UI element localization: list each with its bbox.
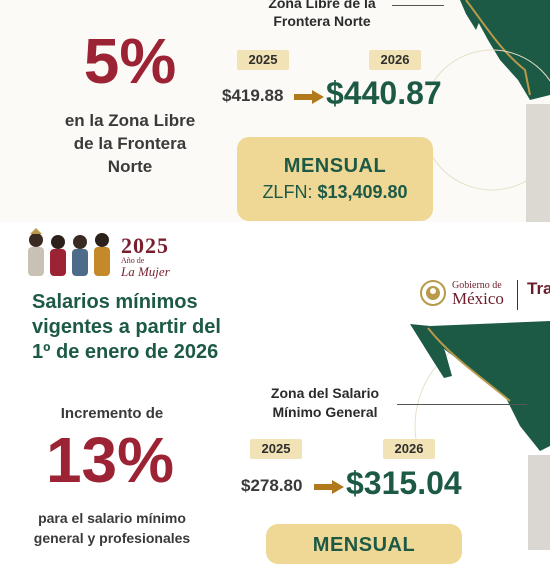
new-value: $440.87 bbox=[326, 75, 442, 111]
zone-label-line2: Frontera Norte bbox=[273, 13, 371, 29]
old-value: $419.88 bbox=[222, 86, 284, 105]
mujer-sub-line2: La Mujer bbox=[121, 264, 170, 279]
women-illustration-icon bbox=[28, 228, 110, 276]
headline-line2: vigentes a partir del bbox=[32, 316, 221, 338]
caption-line1: en la Zona Libre bbox=[64, 111, 196, 130]
mujer-sub-line1: Año de bbox=[121, 256, 145, 265]
mujer-subtitle: Año de La Mujer bbox=[121, 256, 181, 279]
zone-label: Zona Libre de la Frontera Norte bbox=[262, 0, 382, 30]
zone-label-line2: Mínimo General bbox=[272, 404, 378, 420]
caption-line3: Norte bbox=[107, 157, 153, 176]
caption-line1: para el salario mínimo bbox=[38, 510, 186, 526]
old-value: $278.80 bbox=[241, 476, 303, 495]
new-value: $315.04 bbox=[346, 465, 462, 501]
gob-line1: Gobierno de bbox=[452, 280, 502, 291]
headline-line3: 1º de enero de 2026 bbox=[32, 341, 219, 363]
increase-label: Incremento de bbox=[60, 405, 164, 422]
photo-thumbnail bbox=[528, 455, 550, 550]
percent-value: 13% bbox=[45, 424, 175, 496]
percent-value: 5% bbox=[83, 25, 177, 97]
mujer-year: 2025 bbox=[121, 233, 169, 258]
monthly-amount: ZLFN: $13,409.80 bbox=[237, 182, 433, 203]
percent-caption: para el salario mínimo general y profesi… bbox=[12, 508, 212, 548]
caption-line2: de la Frontera bbox=[73, 134, 187, 153]
header-divider bbox=[517, 280, 518, 310]
zone-label-line1: Zona Libre de la bbox=[268, 0, 376, 11]
arrow-right-icon bbox=[294, 90, 324, 104]
gob-line2: México bbox=[452, 289, 504, 308]
year-old-chip: 2025 bbox=[250, 439, 302, 459]
monthly-box: MENSUAL bbox=[266, 524, 462, 564]
zone-label: Zona del Salario Mínimo General bbox=[255, 384, 395, 422]
headline: Salarios mínimos vigentes a partir del 1… bbox=[32, 290, 292, 365]
year-new-chip: 2026 bbox=[369, 50, 421, 70]
coat-of-arms-icon bbox=[420, 280, 446, 306]
mexico-map-icon bbox=[410, 321, 550, 456]
monthly-box: MENSUAL ZLFN: $13,409.80 bbox=[237, 137, 433, 221]
year-old-chip: 2025 bbox=[237, 50, 289, 70]
leader-line bbox=[392, 5, 444, 6]
monthly-prefix: ZLFN: bbox=[262, 182, 318, 202]
leader-line bbox=[397, 404, 527, 405]
photo-thumbnail bbox=[526, 104, 550, 222]
monthly-value: $13,409.80 bbox=[317, 182, 408, 202]
headline-line1: Salarios mínimos bbox=[32, 291, 198, 313]
mexico-map-icon bbox=[430, 0, 550, 191]
arrow-right-icon bbox=[314, 480, 344, 494]
ministry-name-partial: Tra bbox=[527, 279, 550, 298]
top-panel: Zona Libre de la Frontera Norte 5% en la… bbox=[0, 0, 550, 222]
caption-line2: general y profesionales bbox=[33, 530, 191, 546]
zone-label-line1: Zona del Salario bbox=[270, 385, 380, 401]
year-new-chip: 2026 bbox=[383, 439, 435, 459]
monthly-title: MENSUAL bbox=[312, 534, 416, 556]
percent-caption: en la Zona Libre de la Frontera Norte bbox=[30, 109, 230, 178]
monthly-title: MENSUAL bbox=[283, 155, 387, 177]
